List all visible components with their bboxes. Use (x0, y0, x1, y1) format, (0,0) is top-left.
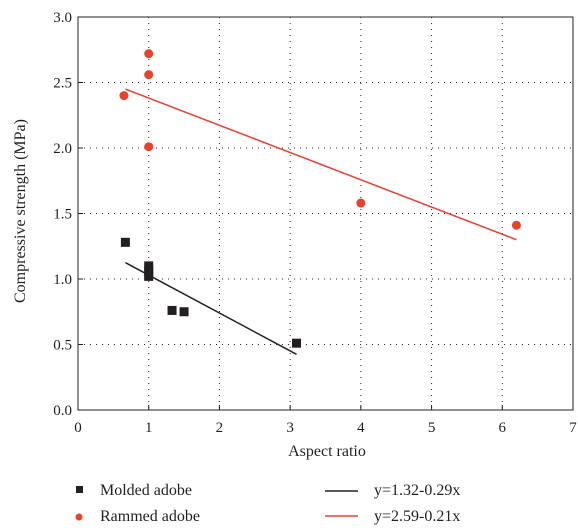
rammed-adobe-point (356, 198, 366, 208)
legend-marker-molded-adobe (76, 486, 83, 493)
x-tick-label: 6 (499, 420, 507, 436)
molded-adobe-point (120, 237, 130, 247)
x-tick-label: 0 (74, 420, 82, 436)
y-tick-label: 0.0 (53, 403, 72, 419)
rammed-adobe-point (511, 220, 521, 230)
rammed-adobe-point (144, 70, 154, 80)
y-tick-labels: 0.0 0.5 1.0 1.5 2.0 2.5 3.0 (53, 10, 72, 419)
rammed-adobe-point (144, 49, 154, 59)
x-tick-label: 5 (428, 420, 436, 436)
x-tick-label: 1 (145, 420, 153, 436)
legend-label-molded-adobe: Molded adobe (100, 482, 192, 499)
rammed-adobe-point (119, 91, 129, 101)
x-tick-label: 2 (216, 420, 224, 436)
axis-ticks (77, 16, 574, 411)
data-points (119, 49, 521, 348)
fit-line-rammed-adobe (125, 88, 517, 241)
y-tick-label: 1.5 (53, 207, 72, 223)
legend-label-rammed-adobe: Rammed adobe (100, 508, 200, 525)
legend-marker-rammed-adobe (75, 513, 83, 521)
fit-lines (125, 88, 517, 355)
legend-label-rammed-fit: y=2.59-0.21x (374, 508, 460, 525)
molded-adobe-point (292, 338, 302, 348)
x-axis-title: Aspect ratio (288, 443, 366, 460)
rammed-adobe-point (144, 142, 154, 152)
x-tick-label: 7 (569, 420, 577, 436)
molded-adobe-point (144, 271, 154, 281)
molded-adobe-point (179, 307, 189, 317)
x-tick-label: 4 (357, 420, 365, 436)
y-tick-label: 2.5 (53, 76, 72, 92)
legend-label-molded-fit: y=1.32-0.29x (374, 482, 460, 499)
x-tick-label: 3 (286, 420, 294, 436)
fit-line-molded-adobe (125, 261, 297, 355)
legend: Molded adobe Rammed adobe y=1.32-0.29x y… (75, 482, 460, 525)
y-tick-label: 2.0 (53, 141, 72, 157)
molded-adobe-point (167, 305, 177, 315)
y-tick-label: 0.5 (53, 338, 72, 354)
y-axis-title: Compressive strength (MPa) (12, 119, 29, 303)
y-tick-label: 1.0 (53, 272, 72, 288)
y-tick-label: 3.0 (53, 10, 72, 26)
x-tick-labels: 0 1 2 3 4 5 6 7 (74, 420, 577, 436)
